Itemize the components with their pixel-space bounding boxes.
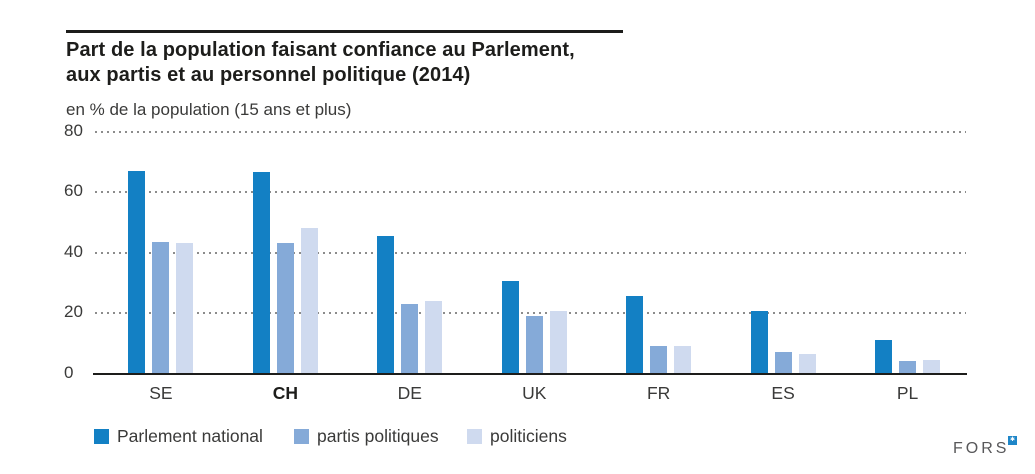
fors-logo-mark-icon: ✱: [1008, 436, 1017, 445]
bar-CH-0: [252, 172, 270, 374]
bar-SE-0: [128, 170, 146, 374]
legend-label-politiciens: politiciens: [490, 426, 567, 446]
bar-CH-2: [300, 228, 318, 374]
legend-item-parlement: Parlement national: [94, 426, 263, 447]
x-category-label-ES: ES: [771, 383, 795, 403]
bar-PL-1: [899, 361, 917, 374]
legend-swatch-partis: [294, 429, 309, 444]
legend-item-politiciens: politiciens: [467, 426, 567, 447]
legend-swatch-politiciens: [467, 429, 482, 444]
bar-PL-2: [923, 359, 941, 374]
x-category-label-FR: FR: [646, 383, 671, 403]
bar-FR-2: [674, 346, 692, 374]
bar-SE-2: [176, 243, 194, 374]
x-axis-line: [93, 372, 967, 375]
title-rule: [66, 30, 623, 33]
legend-label-partis: partis politiques: [317, 426, 439, 446]
gridline-60: [95, 191, 966, 193]
y-tick-label-0: 0: [64, 362, 74, 382]
gridline-20: [95, 312, 966, 314]
bar-UK-0: [501, 281, 519, 374]
bar-CH-1: [276, 243, 294, 374]
y-tick-label-40: 40: [64, 241, 83, 261]
bar-DE-1: [401, 303, 419, 374]
x-category-label-CH: CH: [272, 383, 299, 403]
y-tick-label-80: 80: [64, 120, 83, 140]
bar-ES-2: [798, 353, 816, 374]
legend-label-parlement: Parlement national: [117, 426, 263, 446]
x-category-label-UK: UK: [522, 383, 547, 403]
chart-subtitle: en % de la population (15 ans et plus): [66, 100, 352, 119]
chart-title: Part de la population faisant confiance …: [66, 39, 575, 86]
gridline-40: [95, 251, 966, 254]
bar-ES-1: [774, 352, 792, 374]
bar-PL-0: [875, 340, 893, 374]
bar-ES-0: [750, 311, 768, 374]
bar-FR-0: [626, 296, 644, 374]
legend-item-partis: partis politiques: [294, 426, 439, 447]
bar-DE-2: [425, 300, 443, 374]
bar-FR-1: [650, 346, 668, 374]
gridline-80: [95, 130, 966, 133]
bar-DE-0: [377, 235, 395, 374]
x-category-label-PL: PL: [896, 383, 919, 403]
bar-UK-2: [549, 311, 567, 374]
bar-SE-1: [152, 241, 170, 374]
y-tick-label-60: 60: [64, 181, 83, 200]
x-category-label-DE: DE: [397, 383, 422, 403]
y-tick-label-20: 20: [64, 302, 83, 321]
fors-logo: FORS: [953, 440, 1010, 457]
bar-UK-1: [525, 316, 543, 374]
legend-swatch-parlement: [94, 429, 109, 444]
x-category-label-SE: SE: [149, 383, 173, 403]
